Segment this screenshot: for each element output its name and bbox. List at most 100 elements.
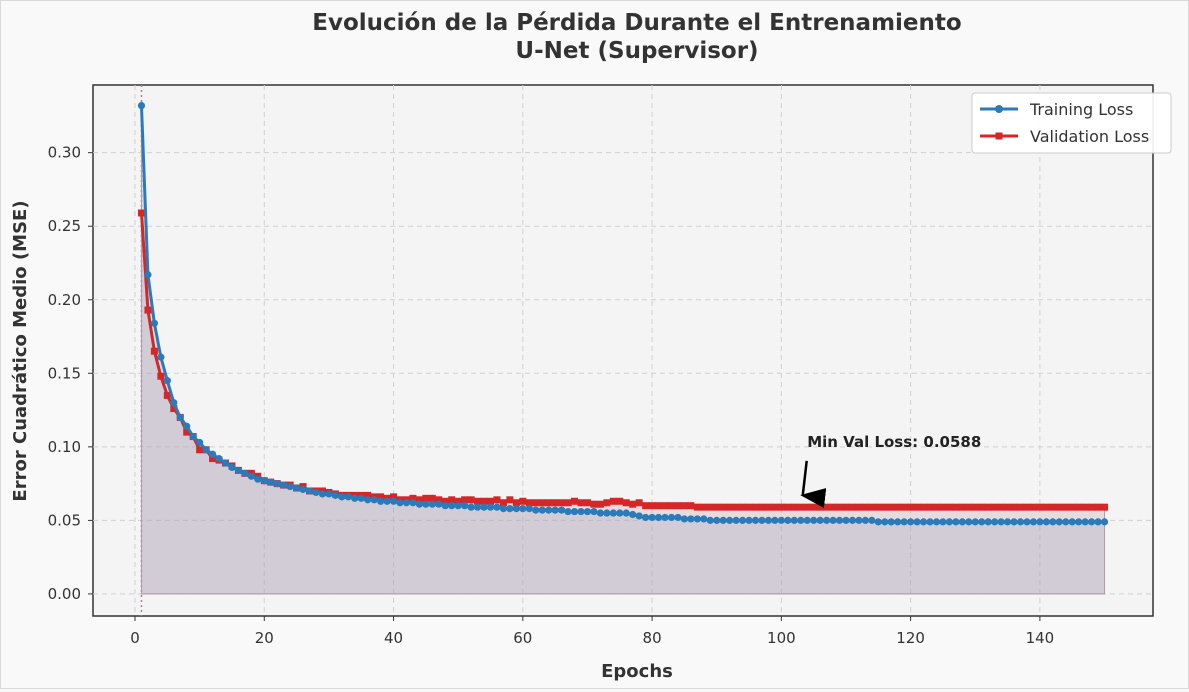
data-point: [1023, 518, 1031, 526]
data-point: [163, 377, 171, 385]
x-tick-label: 140: [1026, 629, 1055, 647]
data-point: [1075, 518, 1083, 526]
data-point: [816, 516, 824, 524]
data-point: [758, 516, 766, 524]
data-point: [1010, 518, 1018, 526]
data-point: [680, 515, 689, 523]
data-point: [480, 497, 488, 505]
data-point: [202, 446, 210, 454]
data-point: [874, 518, 882, 526]
data-point: [784, 503, 792, 511]
data-point: [700, 515, 708, 523]
y-tick-label: 0.15: [48, 364, 81, 382]
data-point: [525, 505, 533, 513]
legend-training-marker: [995, 105, 1003, 113]
data-point: [377, 493, 385, 501]
data-point: [590, 500, 598, 508]
data-point: [163, 391, 171, 399]
data-point: [474, 497, 482, 505]
data-point: [803, 516, 811, 524]
data-point: [241, 469, 249, 477]
y-tick-label: 0.05: [48, 511, 81, 529]
annotation-arrow: [800, 460, 827, 508]
data-point: [331, 491, 339, 499]
data-point: [267, 478, 275, 486]
data-point: [208, 450, 217, 458]
data-point: [538, 499, 546, 507]
data-point: [1010, 503, 1018, 511]
data-point: [234, 466, 243, 474]
data-point: [441, 502, 449, 510]
chart-title-line1: Evolución de la Pérdida Durante el Entre…: [312, 10, 961, 36]
x-axis-label: Epochs: [601, 661, 673, 682]
data-point: [674, 502, 682, 510]
data-point: [1023, 503, 1031, 511]
data-point: [144, 306, 152, 314]
data-point: [706, 503, 714, 511]
data-point: [829, 516, 837, 524]
data-point: [428, 494, 436, 502]
annotation-text: Min Val Loss: 0.0588: [807, 433, 981, 451]
data-point: [732, 503, 740, 511]
data-point: [803, 503, 811, 511]
data-point: [454, 502, 462, 510]
data-point: [325, 490, 333, 498]
data-point: [861, 516, 869, 524]
data-point: [855, 516, 863, 524]
data-point: [900, 518, 908, 526]
data-point: [1029, 503, 1037, 511]
data-point: [280, 481, 288, 489]
data-point: [926, 518, 934, 526]
data-point: [260, 477, 268, 485]
data-point: [428, 500, 436, 508]
data-point: [984, 503, 992, 511]
data-point: [383, 497, 391, 505]
x-tick-label: 60: [513, 629, 532, 647]
data-point: [525, 499, 533, 507]
data-point: [616, 497, 624, 505]
data-point: [538, 506, 546, 514]
data-point: [467, 503, 475, 511]
data-point: [441, 497, 449, 505]
data-point: [855, 503, 863, 511]
data-point: [577, 499, 585, 507]
data-point: [1042, 518, 1050, 526]
data-point: [887, 518, 895, 526]
data-point: [557, 506, 566, 514]
data-point: [810, 516, 818, 524]
data-point: [1049, 518, 1057, 526]
data-point: [642, 502, 650, 510]
data-point: [551, 506, 559, 514]
data-point: [1100, 518, 1109, 526]
data-point: [1055, 503, 1063, 511]
data-point: [1101, 503, 1109, 511]
x-tick-label: 100: [767, 629, 796, 647]
data-point: [571, 497, 579, 505]
data-point: [183, 428, 191, 436]
data-point: [952, 518, 960, 526]
data-point: [564, 499, 572, 507]
data-point: [157, 372, 165, 380]
data-point: [545, 499, 553, 507]
data-point: [1094, 503, 1102, 511]
data-point: [467, 496, 475, 504]
data-point: [603, 509, 611, 517]
min-val-annotation: Min Val Loss: 0.0588: [800, 433, 981, 508]
data-point: [726, 503, 734, 511]
data-point: [667, 502, 675, 510]
data-point: [396, 499, 404, 507]
data-point: [913, 518, 921, 526]
data-point: [693, 503, 701, 511]
data-point: [842, 516, 850, 524]
data-point: [583, 499, 591, 507]
data-point: [196, 438, 204, 447]
data-point: [635, 499, 643, 507]
data-point: [1036, 518, 1044, 526]
data-point: [978, 518, 986, 526]
x-tick-label: 120: [896, 629, 925, 647]
data-point: [881, 518, 889, 526]
data-point: [609, 509, 617, 517]
data-point: [622, 509, 630, 517]
data-point: [519, 497, 527, 505]
data-point: [648, 513, 656, 522]
